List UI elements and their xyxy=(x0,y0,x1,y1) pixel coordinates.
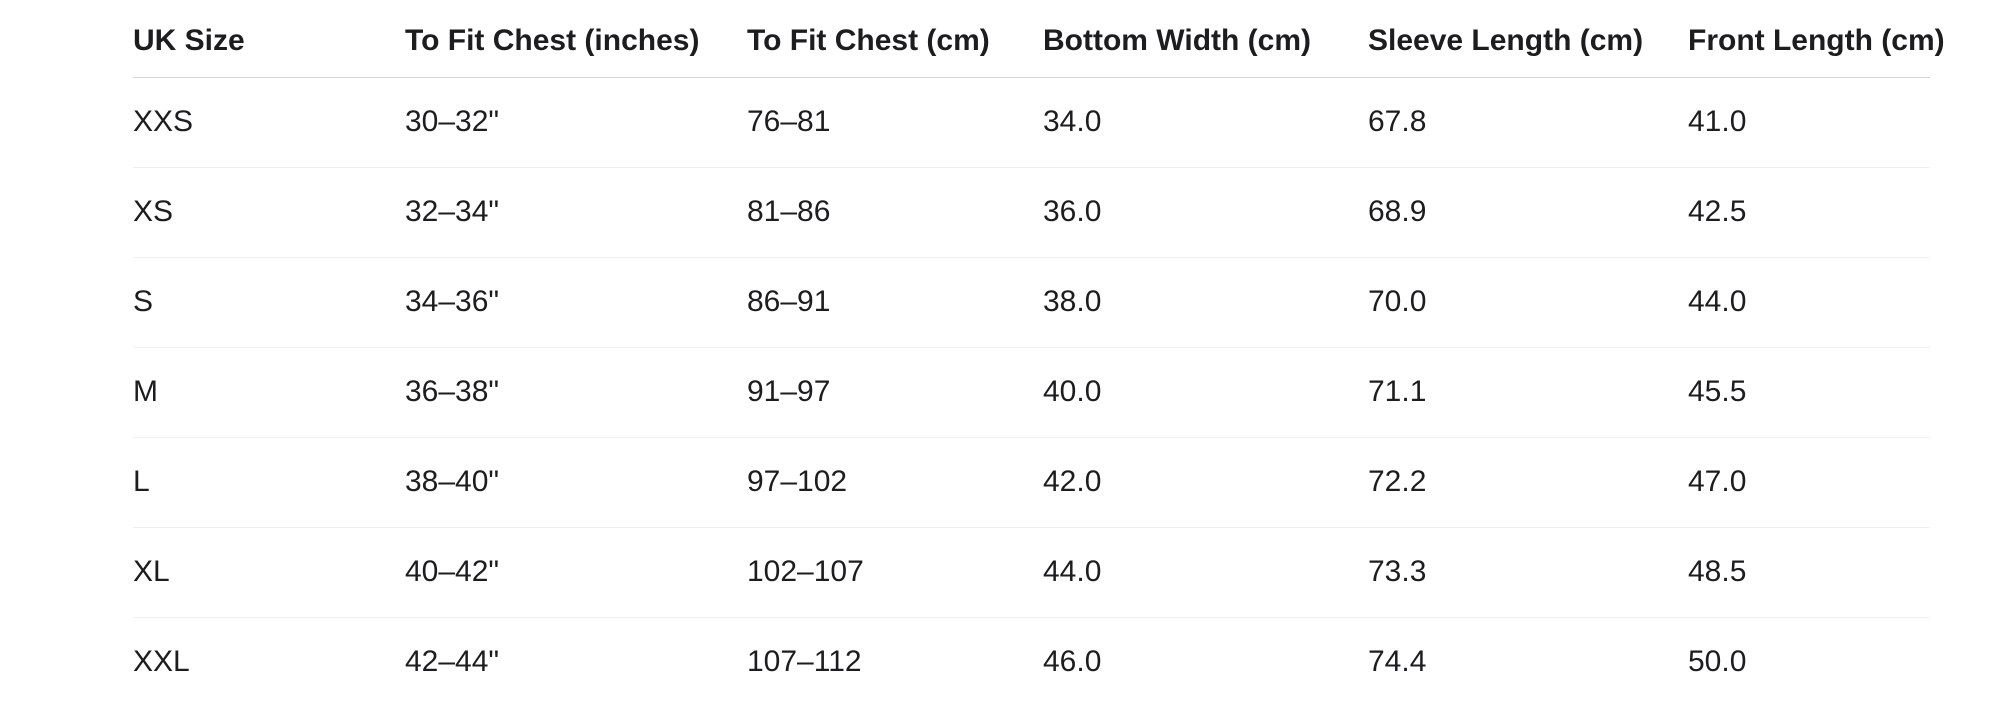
measurement-cell: 73.3 xyxy=(1368,527,1688,618)
measurement-cell: 97–102 xyxy=(747,437,1043,528)
measurement-cell: 68.9 xyxy=(1368,167,1688,258)
measurement-cell: 81–86 xyxy=(747,167,1043,258)
size-chart-table: UK Size To Fit Chest (inches) To Fit Chest… xyxy=(133,0,1945,707)
column-header: UK Size xyxy=(133,0,405,78)
measurement-cell: 40–42" xyxy=(405,527,747,618)
measurement-cell: 36–38" xyxy=(405,347,747,438)
measurement-cell: 44.0 xyxy=(1043,527,1368,618)
measurement-cell: 47.0 xyxy=(1688,437,1930,528)
measurement-cell: 34–36" xyxy=(405,257,747,348)
table-row: XXS 30–32" 76–81 34.0 67.8 41.0 xyxy=(133,77,1930,168)
measurement-cell: 38.0 xyxy=(1043,257,1368,348)
measurement-cell: 74.4 xyxy=(1368,645,1427,679)
size-cell: XXS xyxy=(133,77,405,168)
measurement-cell: 46.0 xyxy=(1043,645,1102,679)
measurement-cell: 107–112 xyxy=(747,645,862,679)
table-row: XXL 42–44" 107–112 46.0 74.4 50.0 xyxy=(133,617,1930,707)
measurement-cell: 44.0 xyxy=(1688,257,1930,348)
measurement-cell: 70.0 xyxy=(1368,257,1688,348)
table-body: XXS 30–32" 76–81 34.0 67.8 41.0 XS 32–34" 81–86 3… xyxy=(133,77,1930,707)
measurement-cell: 32–34" xyxy=(405,167,747,258)
measurement-cell: 45.5 xyxy=(1688,347,1930,438)
measurement-cell: 30–32" xyxy=(405,77,747,168)
measurement-cell: 34.0 xyxy=(1043,77,1368,168)
header-row: UK Size To Fit Chest (inches) To Fit Chest… xyxy=(133,0,1945,78)
measurement-cell: 41.0 xyxy=(1688,77,1930,168)
measurement-cell: 48.5 xyxy=(1688,527,1930,618)
size-cell: XXL xyxy=(133,645,190,679)
measurement-cell: 86–91 xyxy=(747,257,1043,348)
size-cell: L xyxy=(133,437,405,528)
column-header: To Fit Chest (inches) xyxy=(405,0,747,78)
measurement-cell: 102–107 xyxy=(747,527,1043,618)
table-row: S 34–36" 86–91 38.0 70.0 44.0 xyxy=(133,257,1930,348)
size-cell: M xyxy=(133,347,405,438)
measurement-cell: 40.0 xyxy=(1043,347,1368,438)
measurement-cell: 72.2 xyxy=(1368,437,1688,528)
measurement-cell: 91–97 xyxy=(747,347,1043,438)
table-row: XS 32–34" 81–86 36.0 68.9 42.5 xyxy=(133,167,1930,258)
table-row: M 36–38" 91–97 40.0 71.1 45.5 xyxy=(133,347,1930,438)
measurement-cell: 42–44" xyxy=(405,645,500,679)
measurement-cell: 50.0 xyxy=(1688,645,1747,679)
measurement-cell: 42.5 xyxy=(1688,167,1930,258)
measurement-cell: 42.0 xyxy=(1043,437,1368,528)
measurement-cell: 67.8 xyxy=(1368,77,1688,168)
size-table: UK Size To Fit Chest (inches) To Fit Chest… xyxy=(133,0,1945,707)
measurement-cell: 36.0 xyxy=(1043,167,1368,258)
table-row: L 38–40" 97–102 42.0 72.2 47.0 xyxy=(133,437,1930,528)
column-header: Sleeve Length (cm) xyxy=(1368,0,1688,78)
measurement-cell: 71.1 xyxy=(1368,347,1688,438)
measurement-cell: 38–40" xyxy=(405,437,747,528)
measurement-cell: 76–81 xyxy=(747,77,1043,168)
column-header: Bottom Width (cm) xyxy=(1043,0,1368,78)
column-header: Front Length (cm) xyxy=(1688,0,1945,78)
size-cell: XS xyxy=(133,167,405,258)
column-header: To Fit Chest (cm) xyxy=(747,0,1043,78)
size-cell: XL xyxy=(133,527,405,618)
size-cell: S xyxy=(133,257,405,348)
table-row: XL 40–42" 102–107 44.0 73.3 48.5 xyxy=(133,527,1930,618)
